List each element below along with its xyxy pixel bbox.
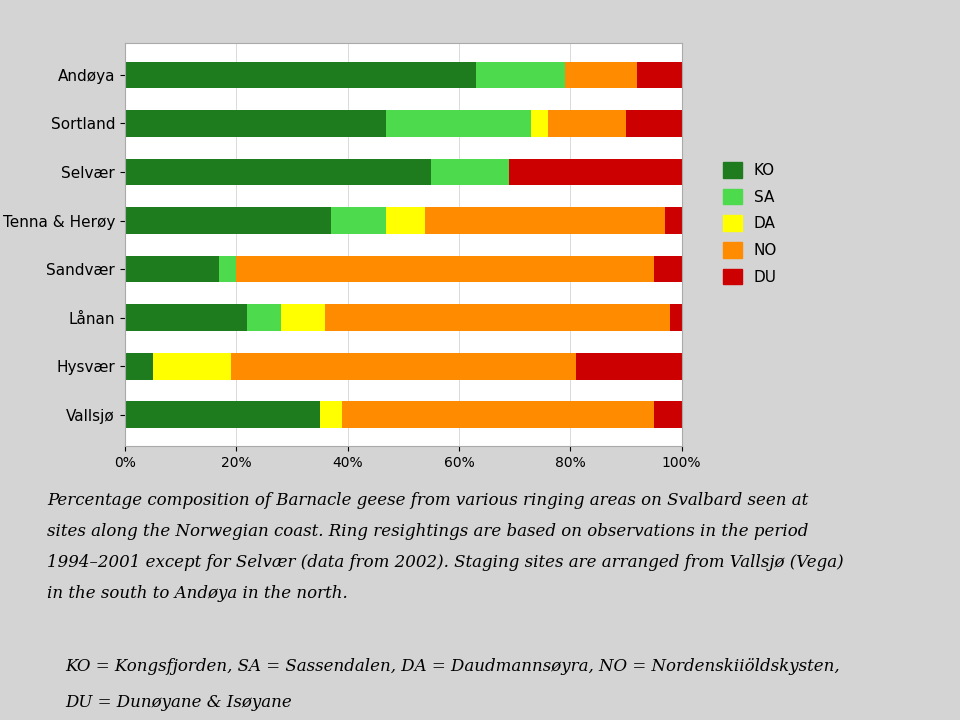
Bar: [125, 207, 331, 234]
Bar: [626, 110, 682, 137]
Bar: [637, 61, 682, 89]
Bar: [125, 110, 387, 137]
Text: sites along the Norwegian coast. Ring resightings are based on observations in t: sites along the Norwegian coast. Ring re…: [47, 523, 808, 540]
Bar: [564, 61, 637, 89]
Bar: [125, 61, 475, 89]
Bar: [125, 305, 248, 331]
Bar: [331, 207, 387, 234]
Bar: [153, 353, 230, 379]
Bar: [531, 110, 548, 137]
Bar: [387, 207, 425, 234]
Bar: [425, 207, 665, 234]
Bar: [509, 158, 682, 185]
Text: KO = Kongsfjorden, SA = Sassendalen, DA = Daudmannsøyra, NO = Nordenskiiöldskyst: KO = Kongsfjorden, SA = Sassendalen, DA …: [65, 658, 840, 675]
Text: DU = Dunøyane & Isøyane: DU = Dunøyane & Isøyane: [65, 694, 292, 711]
Bar: [125, 353, 153, 379]
Bar: [548, 110, 626, 137]
Bar: [654, 256, 682, 282]
Text: in the south to Andøya in the north.: in the south to Andøya in the north.: [47, 585, 348, 602]
Bar: [280, 305, 325, 331]
Bar: [320, 401, 342, 428]
Bar: [670, 305, 682, 331]
Text: 1994–2001 except for Selvær (data from 2002). Staging sites are arranged from Va: 1994–2001 except for Selvær (data from 2…: [47, 554, 844, 571]
Legend: KO, SA, DA, NO, DU: KO, SA, DA, NO, DU: [717, 156, 783, 291]
Bar: [576, 353, 682, 379]
Bar: [654, 401, 682, 428]
Bar: [220, 256, 236, 282]
Bar: [325, 305, 670, 331]
Bar: [431, 158, 509, 185]
Bar: [125, 401, 320, 428]
Text: Percentage composition of Barnacle geese from various ringing areas on Svalbard : Percentage composition of Barnacle geese…: [47, 492, 808, 509]
Bar: [125, 256, 220, 282]
Bar: [387, 110, 531, 137]
Bar: [475, 61, 564, 89]
Bar: [236, 256, 654, 282]
Bar: [125, 158, 431, 185]
Bar: [248, 305, 280, 331]
Bar: [665, 207, 682, 234]
Bar: [342, 401, 654, 428]
Bar: [230, 353, 576, 379]
